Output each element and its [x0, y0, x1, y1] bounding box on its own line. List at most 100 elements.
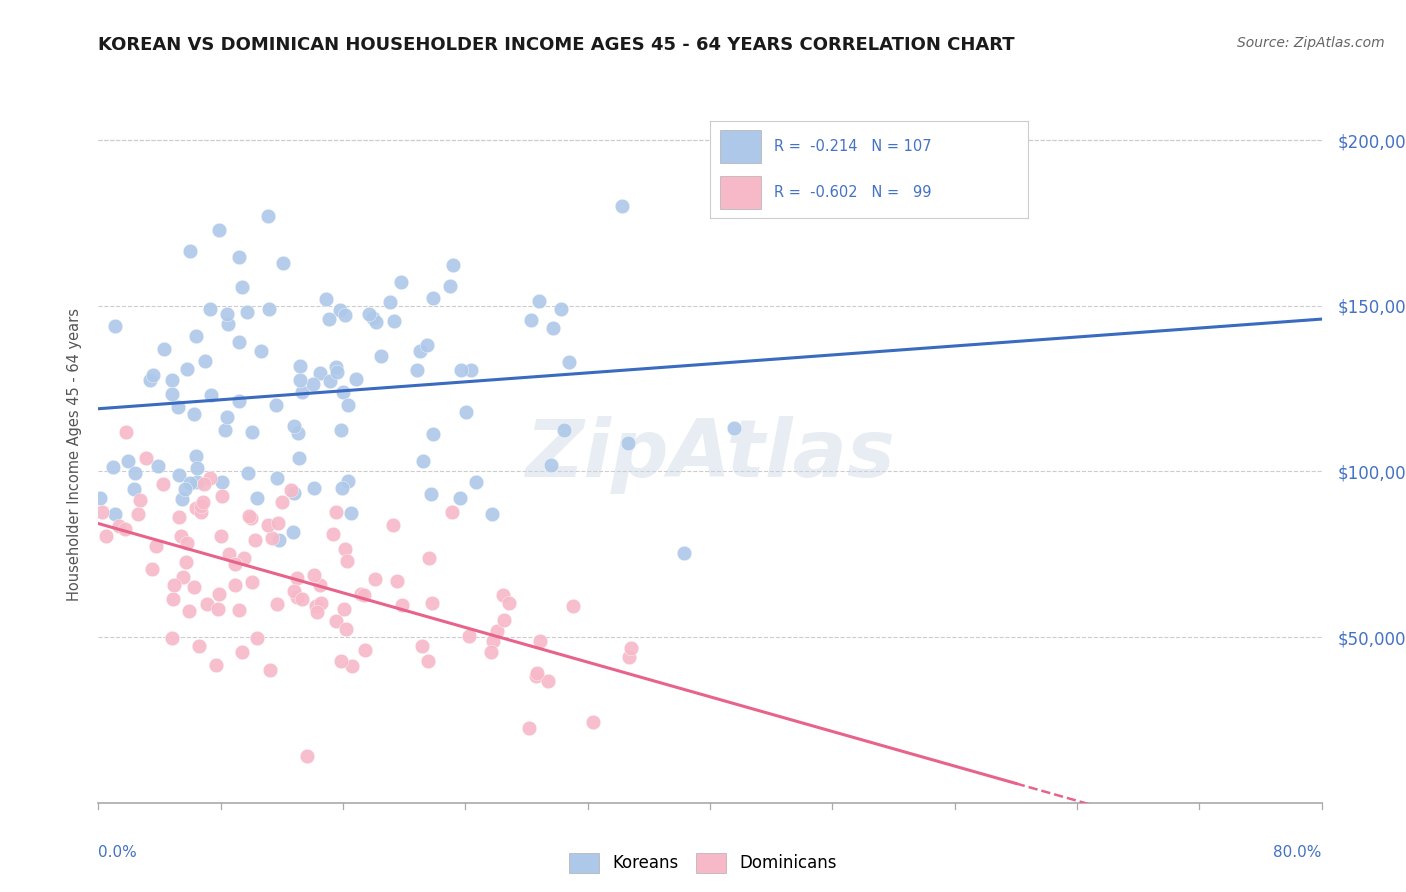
Point — [333, 541, 356, 556]
Point — [302, 481, 325, 495]
Point — [142, 368, 165, 383]
Point — [309, 366, 332, 380]
Point — [160, 373, 183, 387]
Point — [416, 338, 439, 352]
Point — [104, 507, 127, 521]
Point — [103, 460, 125, 475]
Point — [209, 528, 232, 542]
Point — [231, 645, 253, 659]
Point — [353, 588, 375, 602]
Point — [183, 580, 205, 594]
Text: 80.0%: 80.0% — [1274, 845, 1322, 860]
Point — [529, 634, 551, 648]
Point — [412, 454, 434, 468]
Point — [361, 311, 384, 326]
Point — [257, 209, 280, 223]
Point — [208, 587, 231, 601]
Point — [541, 321, 564, 335]
Point — [411, 639, 433, 653]
Point — [170, 529, 193, 543]
Point — [167, 401, 190, 415]
Point — [526, 666, 548, 681]
Point — [364, 315, 387, 329]
Point — [207, 601, 229, 615]
Point — [337, 398, 360, 412]
Point — [152, 342, 174, 356]
Point — [307, 605, 329, 619]
Point — [378, 295, 401, 310]
Point — [246, 631, 269, 645]
Point — [266, 598, 288, 612]
Point — [184, 450, 207, 464]
Point — [264, 398, 287, 412]
Point — [330, 654, 353, 668]
Point — [287, 590, 309, 604]
Point — [326, 365, 349, 379]
Legend: Koreans, Dominicans: Koreans, Dominicans — [562, 847, 844, 880]
Point — [553, 423, 575, 437]
Point — [190, 505, 212, 519]
Point — [537, 674, 560, 689]
Point — [440, 505, 463, 519]
Point — [235, 305, 257, 319]
Point — [167, 510, 190, 524]
Point — [619, 650, 641, 665]
Point — [236, 466, 259, 480]
Point — [262, 531, 284, 545]
Point — [117, 454, 139, 468]
Point — [420, 487, 443, 501]
Point — [122, 482, 145, 496]
Point — [238, 508, 260, 523]
Point — [283, 583, 305, 598]
Point — [302, 377, 325, 392]
Point — [186, 461, 208, 475]
Point — [190, 499, 212, 513]
Point — [288, 373, 311, 387]
Point — [391, 598, 413, 612]
Point — [129, 493, 152, 508]
Point — [283, 419, 305, 434]
Point — [340, 507, 363, 521]
Point — [167, 468, 190, 483]
Point — [287, 426, 309, 441]
Point — [350, 587, 373, 601]
Point — [281, 524, 304, 539]
Point — [450, 363, 472, 377]
Point — [460, 362, 482, 376]
Point — [114, 522, 136, 536]
Point — [482, 634, 505, 648]
Text: KOREAN VS DOMINICAN HOUSEHOLDER INCOME AGES 45 - 64 YEARS CORRELATION CHART: KOREAN VS DOMINICAN HOUSEHOLDER INCOME A… — [98, 36, 1015, 54]
Point — [240, 425, 263, 439]
Point — [464, 475, 486, 489]
Point — [330, 423, 353, 437]
Point — [418, 550, 440, 565]
Point — [228, 250, 250, 264]
Point — [295, 749, 318, 764]
Point — [228, 334, 250, 349]
Point — [269, 533, 291, 547]
Point — [290, 359, 312, 374]
Point — [186, 328, 208, 343]
Point — [245, 491, 267, 505]
Point — [271, 256, 294, 270]
Point — [287, 450, 309, 465]
Point — [389, 275, 412, 289]
Point — [325, 614, 347, 628]
Point — [354, 643, 377, 657]
Point — [304, 568, 326, 582]
Point — [94, 529, 117, 543]
Point — [139, 374, 162, 388]
Point — [344, 372, 367, 386]
Point — [517, 721, 540, 735]
Point — [524, 669, 547, 683]
Point — [330, 481, 353, 495]
Point — [332, 601, 354, 615]
Point — [200, 470, 222, 484]
Point — [176, 361, 198, 376]
Point — [479, 644, 502, 658]
Point — [291, 384, 314, 399]
Text: Source: ZipAtlas.com: Source: ZipAtlas.com — [1237, 36, 1385, 50]
Point — [191, 495, 214, 509]
Point — [198, 302, 221, 317]
Point — [329, 302, 352, 317]
